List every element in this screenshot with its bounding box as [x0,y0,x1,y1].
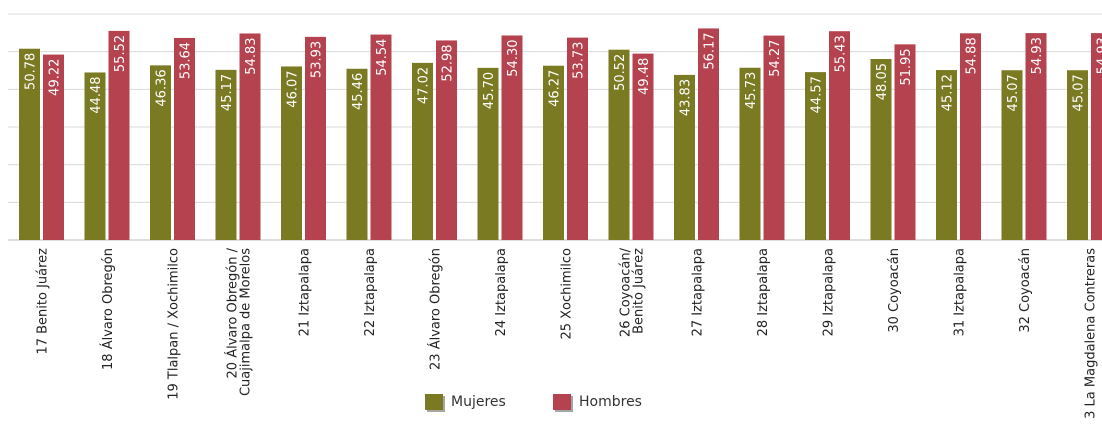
value-label-mujeres-10: 50.52 [613,54,628,91]
category-label-5: 21 Iztapalapa [298,248,313,336]
category-label-3: 19 Tlalpan / Xochimilco [167,248,182,400]
value-label-hombres-12: 54.27 [768,40,783,77]
category-label-4: 20 Álvaro Obregón /Cuajimalpa de Morelos [225,247,254,396]
category-label-1: 17 Benito Juárez [36,248,51,355]
legend-item-mujeres: Mujeres [425,394,506,410]
bar-mujeres-3 [150,65,171,240]
category-label-6: 22 Iztapalapa [363,248,378,336]
bar-mujeres-13 [805,72,826,241]
bar-hombres-13 [829,31,850,240]
category-label-2: 18 Álvaro Obregón [100,248,116,370]
bar-hombres-4 [239,33,261,241]
bar-hombres-5 [305,36,326,241]
bars [19,28,1102,241]
category-label-11: 27 Iztapalapa [691,248,706,336]
legend-item-hombres: Hombres [553,394,642,410]
value-label-hombres-4: 54.83 [244,37,259,74]
bar-mujeres-14 [870,59,892,241]
value-label-mujeres-2: 44.48 [89,76,104,113]
value-label-hombres-6: 54.54 [375,39,390,76]
bar-mujeres-17 [1067,70,1088,241]
bar-hombres-16 [1025,33,1047,240]
bar-mujeres-6 [346,68,368,240]
value-label-mujeres-17: 45.07 [1072,74,1087,111]
category-labels: 17 Benito Juárez 18 Álvaro Obregón 19 Tlal… [36,247,1099,418]
value-label-mujeres-8: 45.70 [482,72,497,109]
bar-hombres-8 [501,35,523,240]
bar-mujeres-5 [281,66,302,240]
value-label-mujeres-11: 43.83 [679,79,694,116]
value-label-hombres-13: 55.43 [834,35,849,72]
bar-mujeres-16 [1001,70,1023,241]
category-label-10: 26 Coyoacán/Benito Juárez [619,247,647,337]
category-label-12: 28 Iztapalapa [756,248,771,336]
legend-label-hombres: Hombres [579,394,642,410]
value-label-hombres-7: 52.98 [441,44,456,81]
bar-hombres-15 [960,33,981,240]
value-label-hombres-3: 53.64 [179,42,194,79]
category-label-8: 24 Iztapalapa [494,248,509,336]
bar-mujeres-10 [608,49,630,240]
value-label-mujeres-14: 48.05 [875,63,890,100]
bar-hombres-3 [174,37,195,241]
value-label-hombres-11: 56.17 [703,32,718,69]
value-label-mujeres-13: 44.57 [810,76,825,113]
bar-hombres-11 [698,28,719,241]
value-label-mujeres-5: 46.07 [286,70,301,107]
bar-mujeres-7 [412,62,433,241]
bar-mujeres-12 [739,67,761,240]
legend-label-mujeres: Mujeres [451,394,506,410]
bar-mujeres-15 [936,70,957,240]
bar-mujeres-9 [543,65,564,240]
category-label-13: 29 Iztapalapa [822,248,837,336]
value-label-hombres-15: 54.88 [965,37,980,74]
category-label-9: 25 Xochimilco [560,248,575,340]
bar-hombres-6 [370,34,392,240]
bar-hombres-1 [43,54,64,240]
bar-mujeres-11 [674,74,695,240]
category-label-14: 30 Coyoacán [887,248,902,333]
value-label-mujeres-6: 45.46 [351,73,366,110]
value-label-mujeres-7: 47.02 [417,67,432,104]
bar-mujeres-4 [215,69,237,240]
bar-mujeres-8 [477,67,499,240]
value-label-mujeres-9: 46.27 [548,70,563,107]
bar-hombres-12 [763,35,785,240]
value-label-hombres-9: 53.73 [572,42,587,79]
bar-hombres-14 [894,44,916,240]
bar-hombres-2 [108,30,130,241]
value-label-mujeres-1: 50.78 [24,53,39,90]
legend-swatch-mujeres [425,394,443,410]
value-label-hombres-5: 53.93 [310,41,325,78]
bar-hombres-7 [436,40,457,240]
value-label-hombres-1: 49.22 [48,59,63,96]
bar-hombres-17 [1091,33,1102,240]
value-labels: 50.78 49.22 44.48 55.52 46.36 53.64 45.17 54.83… [24,32,1102,116]
bar-hombres-9 [567,37,588,240]
value-label-hombres-2: 55.52 [113,35,128,72]
category-label-16: 32 Coyoacán [1018,248,1033,333]
value-label-hombres-8: 54.30 [506,39,521,76]
value-label-hombres-10: 49.48 [637,58,652,95]
category-label-17: 3 La Magdalena Contreras [1084,248,1099,419]
value-label-mujeres-3: 46.36 [155,69,170,106]
category-label-7: 23 Álvaro Obregón [428,248,444,370]
value-label-mujeres-12: 45.73 [744,72,759,109]
bar-mujeres-2 [84,72,106,240]
value-label-hombres-16: 54.93 [1030,37,1045,74]
value-label-mujeres-16: 45.07 [1006,74,1021,111]
bar-hombres-10 [632,53,654,240]
legend: Mujeres Hombres [0,394,1102,416]
category-label-15: 31 Iztapalapa [953,248,968,336]
value-label-hombres-14: 51.95 [899,48,914,85]
bar-mujeres-1 [19,48,40,240]
value-label-hombres-17: 54.93 [1096,37,1102,74]
value-label-mujeres-4: 45.17 [220,74,235,111]
value-label-mujeres-15: 45.12 [941,74,956,111]
legend-swatch-hombres [553,394,571,410]
